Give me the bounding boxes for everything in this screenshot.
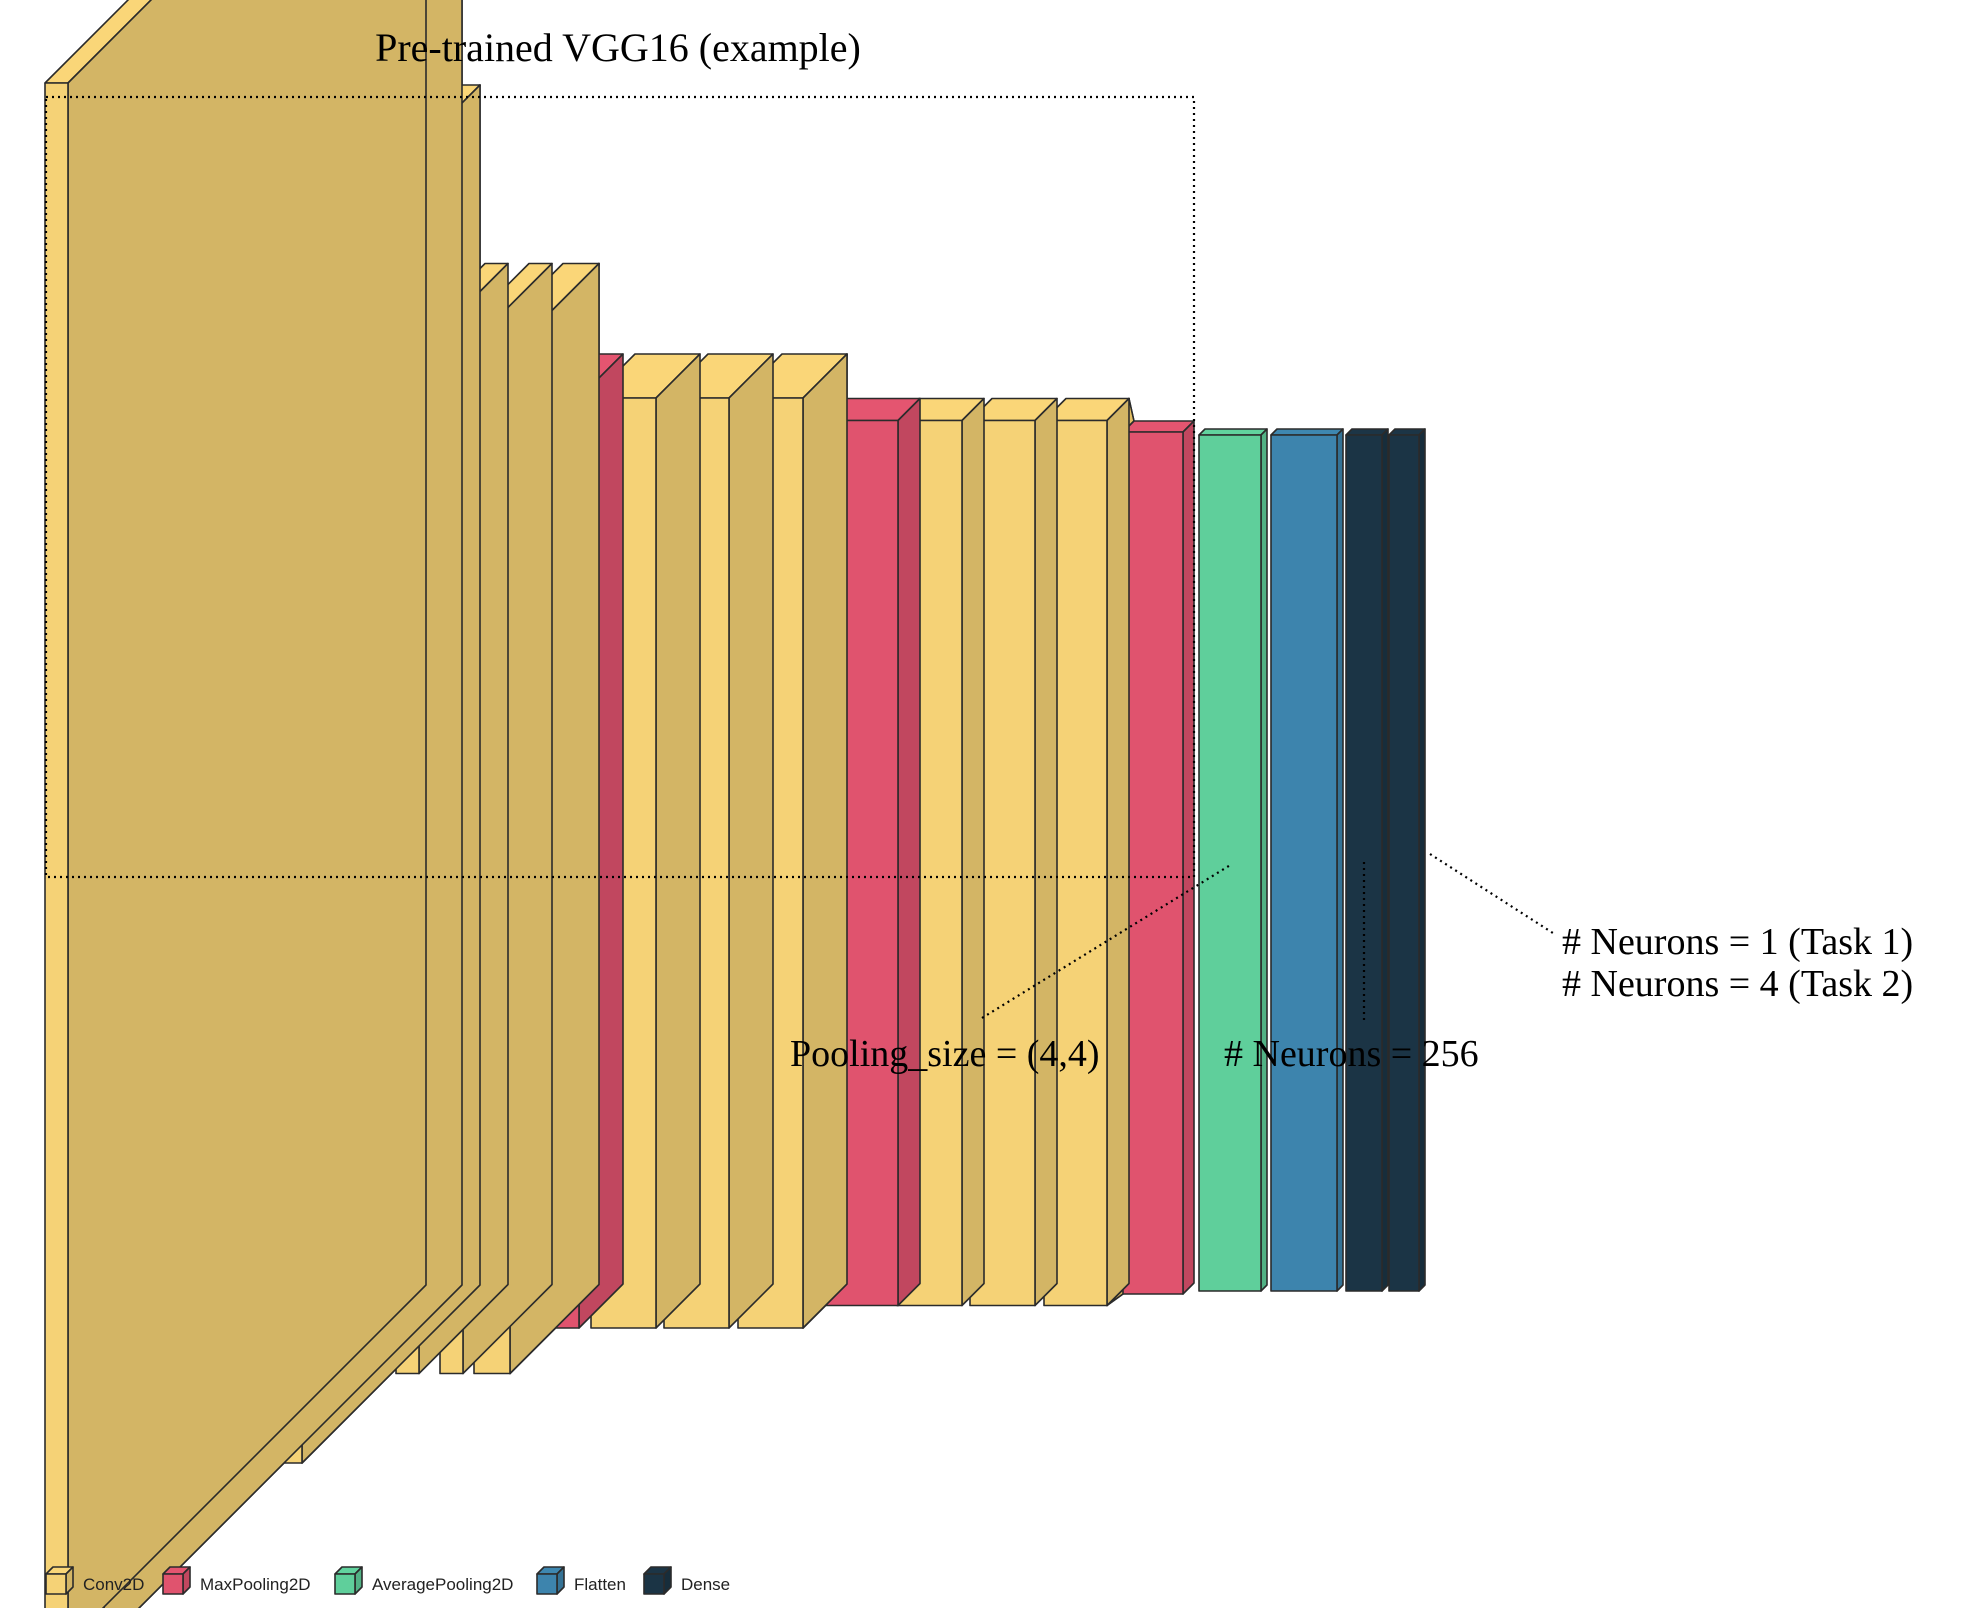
legend-item-maxpool: MaxPooling2D	[162, 1566, 311, 1595]
legend-swatch-maxpool	[162, 1566, 191, 1595]
layer-block-conv2d-16	[969, 397, 1058, 1307]
output-leader-line	[1429, 853, 1557, 936]
layer-block-conv2d-17	[1043, 397, 1130, 1307]
legend-label-conv2d: Conv2D	[83, 1575, 144, 1594]
legend-swatch-dense	[643, 1566, 672, 1595]
legend: Conv2D MaxPooling2D AveragePooling2D Flatte…	[45, 1566, 730, 1595]
legend-label-avgpool: AveragePooling2D	[372, 1575, 513, 1594]
pooling-size-label: Pooling_size = (4,4)	[790, 1033, 1100, 1075]
legend-label-dense: Dense	[681, 1575, 730, 1594]
output-neurons-task2-label: # Neurons = 4 (Task 2)	[1562, 963, 1913, 1005]
pooling-leader-line	[981, 863, 1233, 1019]
output-neurons-task1-label: # Neurons = 1 (Task 1)	[1562, 921, 1913, 963]
layer-block-dense-22	[1388, 428, 1426, 1292]
legend-swatch-flatten	[536, 1566, 565, 1595]
legend-label-flatten: Flatten	[574, 1575, 626, 1594]
legend-item-dense: Dense	[643, 1566, 730, 1595]
layer-block-maxpool-18	[1122, 420, 1195, 1295]
legend-item-avgpool: AveragePooling2D	[334, 1566, 513, 1595]
legend-swatch-avgpool	[334, 1566, 363, 1595]
layer-block-flatten-20	[1270, 428, 1344, 1292]
layer-block-avgpool-19	[1198, 428, 1268, 1292]
diagram-title: Pre-trained VGG16 (example)	[375, 25, 861, 70]
layer-block-dense-21	[1345, 428, 1389, 1292]
legend-item-flatten: Flatten	[536, 1566, 626, 1595]
layer-block-conv2d-1	[44, 0, 427, 1608]
layer-blocks	[44, 0, 1426, 1608]
legend-item-conv2d: Conv2D	[45, 1566, 144, 1595]
legend-swatch-conv2d	[45, 1566, 74, 1595]
pretrained-region-box	[44, 95, 1196, 879]
legend-label-maxpool: MaxPooling2D	[200, 1575, 311, 1594]
hidden-neurons-label: # Neurons = 256	[1224, 1033, 1479, 1075]
